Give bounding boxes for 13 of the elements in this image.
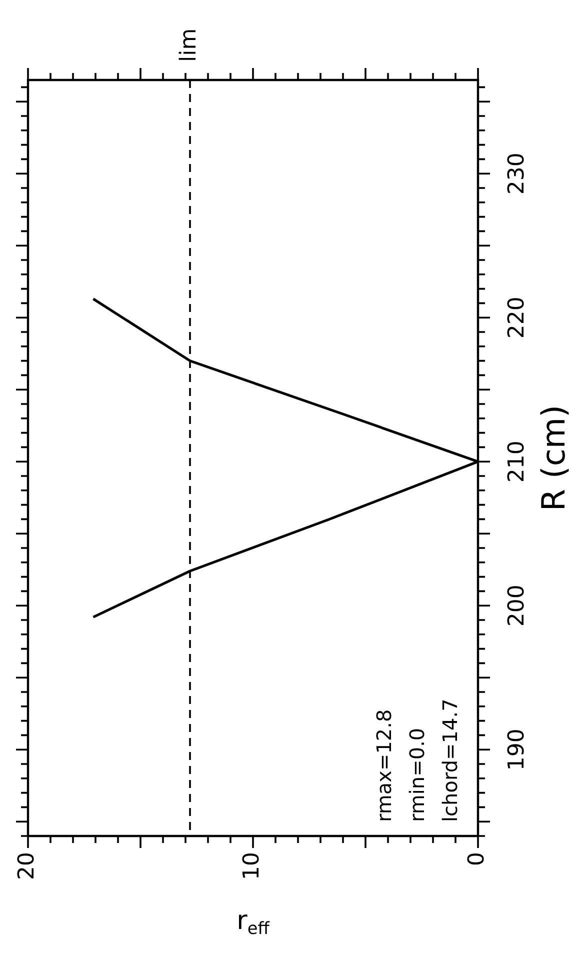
y-axis-title: R (cm) xyxy=(534,404,572,512)
y-tick-label: 230 xyxy=(504,152,530,195)
annotation: lchord=14.7 xyxy=(438,698,462,822)
y-tick-label: 210 xyxy=(504,440,530,483)
y-tick-label: 220 xyxy=(504,296,530,339)
y-tick-label: 190 xyxy=(504,728,530,771)
x-tick-label: 10 xyxy=(240,852,265,880)
annotation: rmin=0.0 xyxy=(405,728,430,822)
ref-line-label: lim xyxy=(176,28,202,62)
x-tick-label: 20 xyxy=(14,852,40,880)
y-tick-label: 200 xyxy=(504,584,530,627)
x-tick-label: 0 xyxy=(464,852,490,866)
annotation: rmax=12.8 xyxy=(372,709,396,822)
